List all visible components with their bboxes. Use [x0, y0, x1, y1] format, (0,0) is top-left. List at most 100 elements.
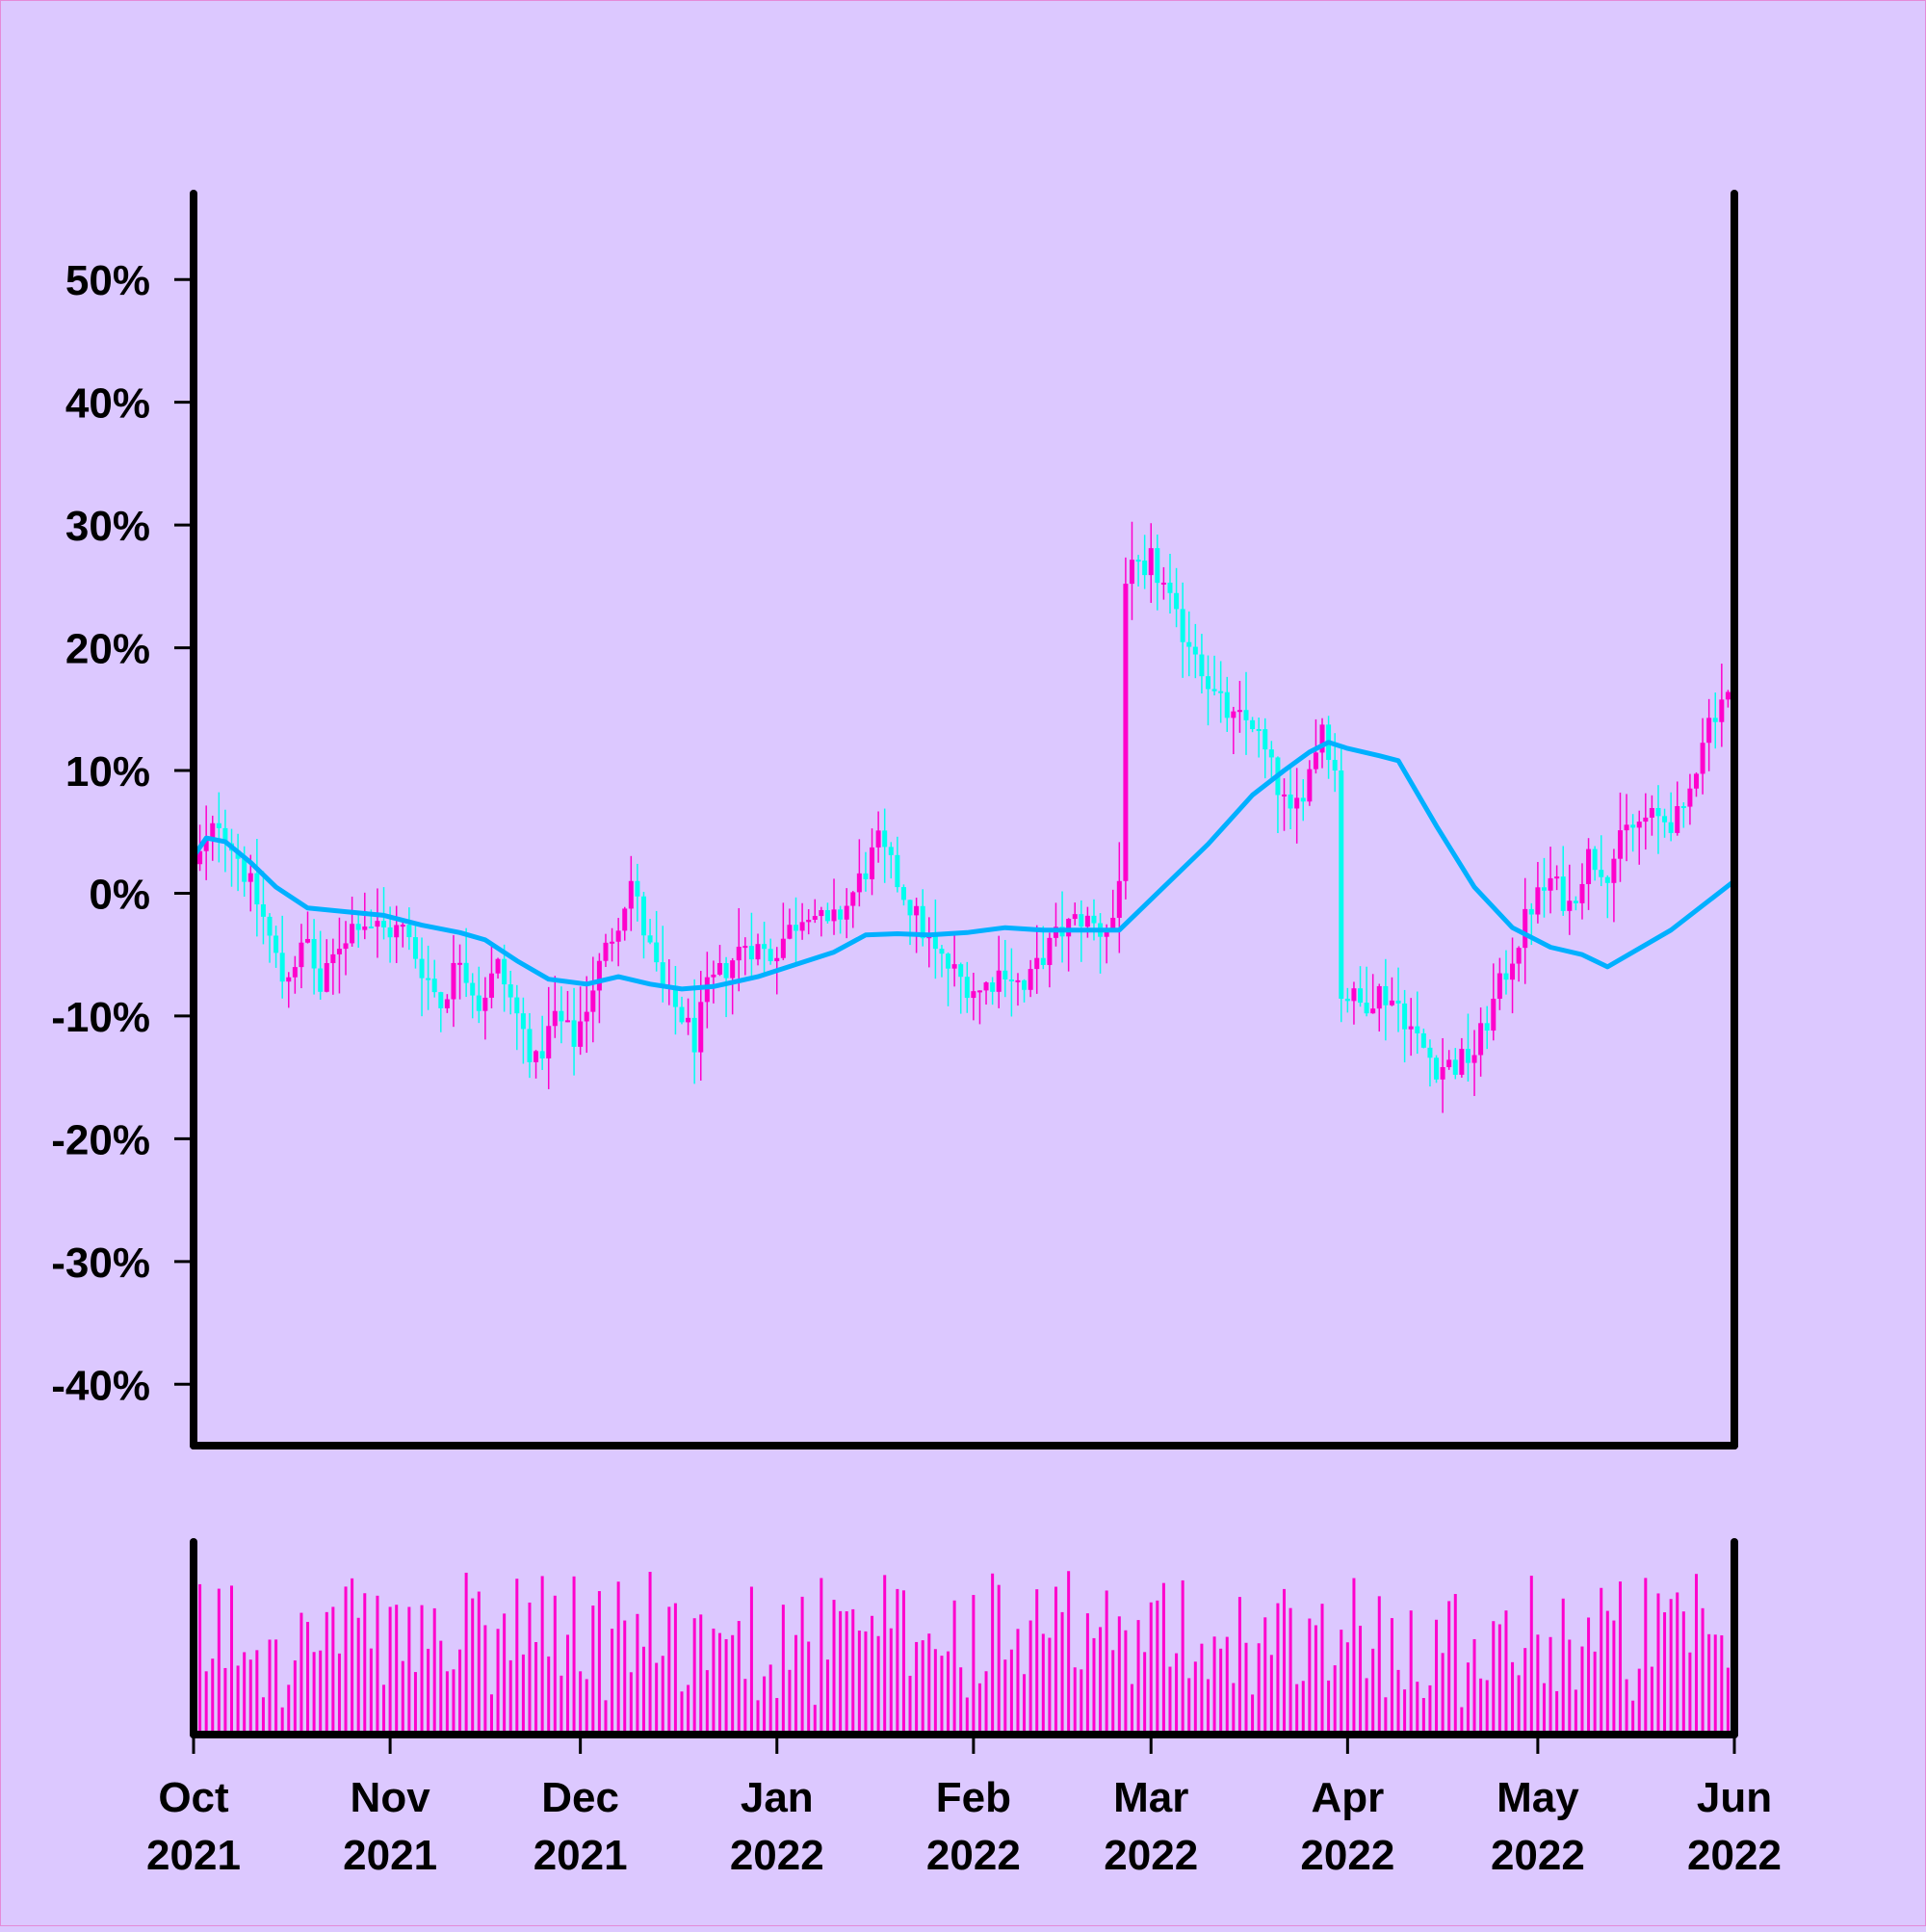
- volume-bar: [369, 1648, 373, 1735]
- x-tick-month-label: Jan: [741, 1774, 814, 1821]
- candle: [691, 979, 697, 1084]
- candle-body: [1592, 849, 1598, 871]
- x-tick-year-label: 2021: [146, 1832, 241, 1879]
- candle-body: [838, 909, 844, 920]
- candle-body: [1706, 718, 1712, 744]
- candle: [1015, 973, 1021, 1006]
- candle: [534, 1050, 539, 1079]
- volume-bar: [1618, 1581, 1622, 1735]
- volume-bar: [236, 1665, 240, 1735]
- x-tick-month-label: Nov: [351, 1774, 431, 1821]
- volume-bar: [768, 1664, 772, 1735]
- candle-body: [1510, 963, 1516, 980]
- y-tick-label: 40%: [65, 380, 150, 428]
- candle: [1167, 554, 1173, 614]
- candle-body: [1535, 887, 1541, 915]
- candle: [1541, 857, 1547, 918]
- candle: [1008, 948, 1014, 1017]
- candle: [584, 976, 589, 1054]
- candle-body: [381, 921, 387, 927]
- volume-bar: [661, 1656, 664, 1735]
- candle: [1250, 717, 1256, 733]
- volume-bar: [972, 1595, 976, 1735]
- candle: [1402, 989, 1408, 1063]
- volume-bar: [1720, 1634, 1724, 1735]
- volume-bar: [1320, 1604, 1324, 1735]
- candle-body: [1155, 548, 1160, 584]
- candle-body: [780, 938, 786, 958]
- volume-bar: [896, 1588, 899, 1735]
- candle-body: [1047, 937, 1053, 965]
- candle-body: [318, 968, 324, 992]
- candle-body: [362, 926, 368, 930]
- candle: [1022, 979, 1028, 1003]
- candle: [318, 930, 324, 1001]
- volume-bar: [813, 1705, 817, 1735]
- candle-body: [1180, 609, 1185, 642]
- volume-bar: [1416, 1682, 1419, 1735]
- candle-body: [330, 953, 336, 964]
- candle-body: [336, 949, 342, 954]
- volume-bar: [1048, 1637, 1052, 1735]
- volume-bar: [641, 1646, 645, 1735]
- volume-bar: [299, 1612, 303, 1735]
- volume-bar: [553, 1595, 557, 1735]
- candle-body: [914, 905, 920, 916]
- x-tick-month-label: May: [1497, 1774, 1579, 1821]
- volume-bar: [1327, 1680, 1331, 1735]
- candle-body: [824, 909, 830, 922]
- volume-bar: [1149, 1602, 1153, 1735]
- candle: [552, 976, 558, 1038]
- candle-body: [438, 992, 444, 1008]
- volume-bar: [1504, 1610, 1508, 1735]
- volume-bar: [1485, 1680, 1489, 1735]
- candle-body: [1160, 582, 1166, 585]
- volume-bar: [515, 1579, 519, 1735]
- volume-bar: [1466, 1662, 1470, 1735]
- volume-bar: [901, 1590, 905, 1735]
- volume-bar: [458, 1649, 462, 1735]
- candle-body: [590, 990, 596, 1012]
- volume-bar: [1003, 1659, 1007, 1735]
- volume-bar: [1384, 1697, 1388, 1735]
- candle: [546, 986, 552, 1089]
- volume-bar: [1168, 1666, 1172, 1735]
- candle: [1192, 623, 1198, 679]
- candle-body: [564, 1020, 570, 1023]
- candle-body: [1091, 915, 1097, 924]
- volume-bar: [604, 1700, 608, 1735]
- candle: [748, 912, 754, 977]
- volume-bar: [1225, 1636, 1229, 1735]
- candle: [1465, 1013, 1471, 1082]
- candle-body: [895, 854, 900, 888]
- volume-bar: [692, 1618, 696, 1735]
- candle: [1484, 1005, 1490, 1050]
- volume-bar: [743, 1679, 747, 1735]
- candle-body: [990, 982, 996, 992]
- candle: [964, 961, 970, 1013]
- candle: [1535, 862, 1541, 924]
- candle-body: [831, 909, 837, 922]
- candle-body: [1599, 870, 1604, 877]
- candle-body: [292, 967, 298, 978]
- volume-bar: [1435, 1619, 1439, 1735]
- candle: [1675, 781, 1680, 836]
- volume-bar: [781, 1605, 785, 1735]
- candle-body: [1719, 699, 1725, 722]
- candle: [882, 808, 888, 883]
- candle-body: [863, 873, 869, 879]
- candle-body: [1332, 760, 1338, 771]
- volume-bar: [1656, 1593, 1660, 1735]
- candle-body: [1358, 988, 1364, 1004]
- candle: [723, 956, 729, 1018]
- candle-body: [305, 938, 311, 943]
- volume-bar: [337, 1653, 341, 1735]
- volume-bar: [984, 1671, 988, 1735]
- candle-body: [400, 925, 405, 927]
- volume-bar: [724, 1638, 728, 1735]
- candle: [273, 926, 279, 968]
- volume-bar: [1352, 1578, 1356, 1735]
- volume-bar: [217, 1588, 221, 1735]
- volume-bar: [1016, 1629, 1020, 1735]
- candle: [1624, 794, 1629, 862]
